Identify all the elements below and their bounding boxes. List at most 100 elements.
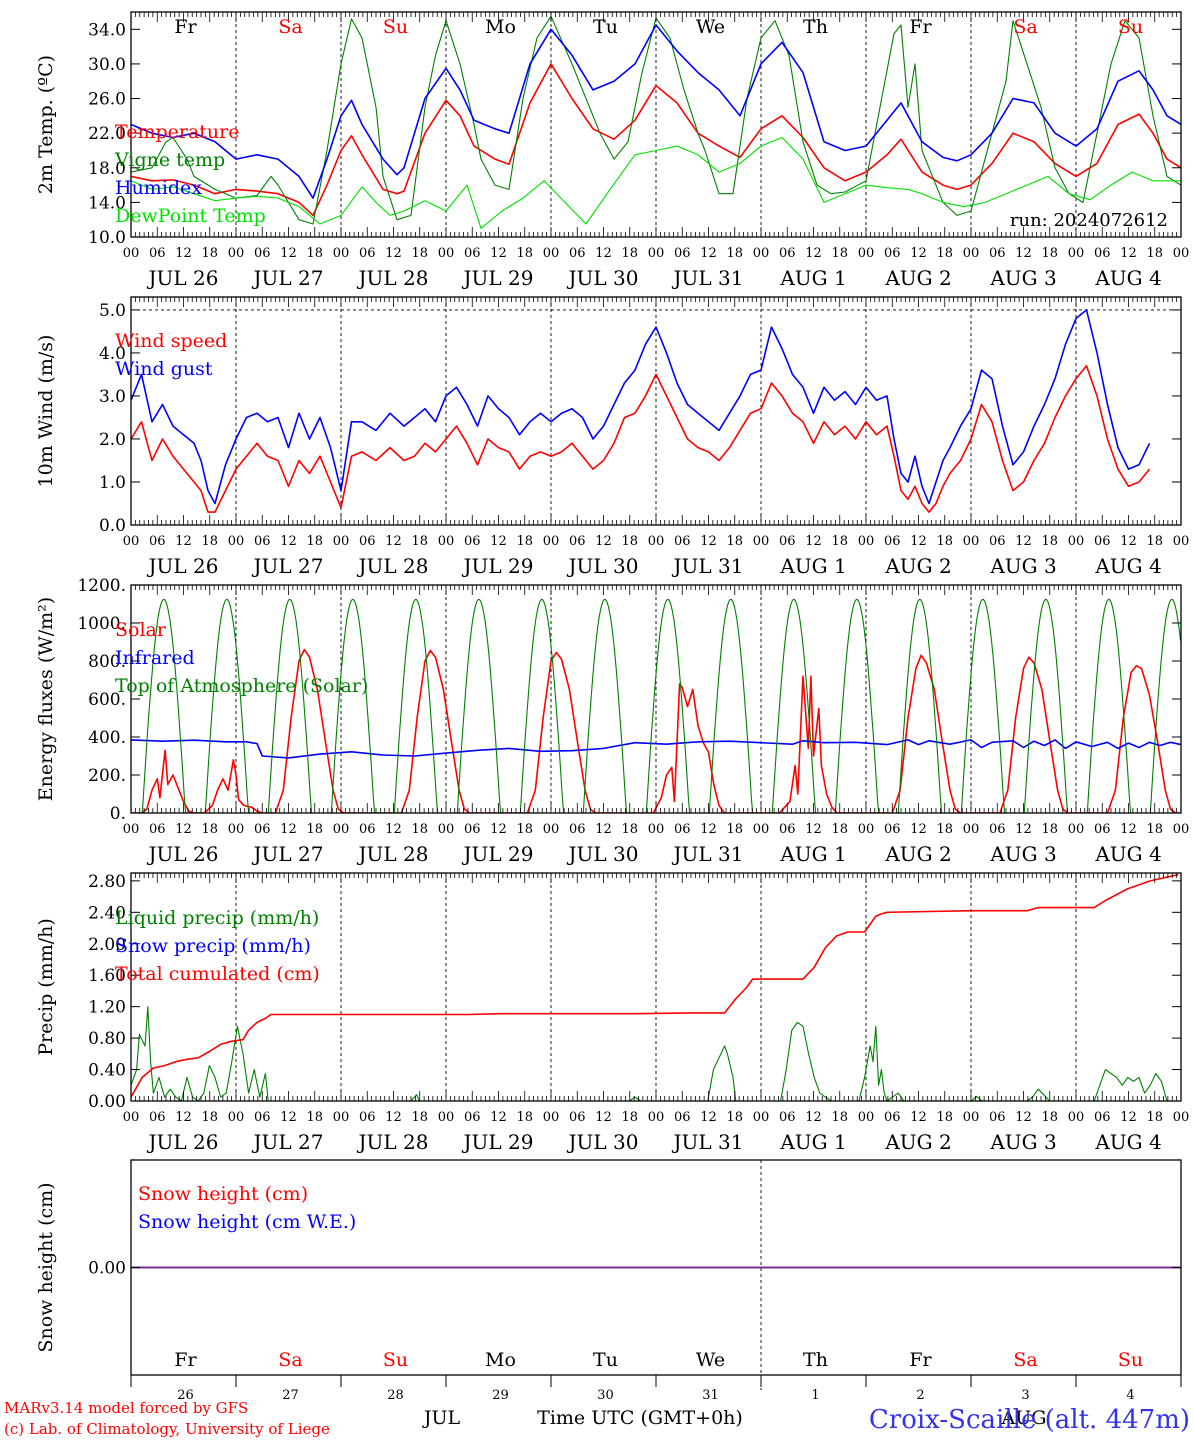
legend-snow-height-we: Snow height (cm W.E.) [138,1211,356,1233]
y-tick-label: 200. [88,766,126,786]
x-hour-label: 18 [201,822,218,837]
x-hour-label: 12 [385,534,402,549]
x-hour-label: 00 [858,534,875,549]
x-date-label: AUG 1 [779,266,846,290]
x-date-label: JUL 30 [567,266,639,290]
y-tick-label: 600. [88,690,126,710]
x-date-label: AUG 1 [779,554,846,578]
energy-axes: 0. 200. 400. 600. 800. 1000. 1200. 00 06 12 18 00 06… [77,576,1189,866]
x-hour-label: 12 [1015,1110,1032,1125]
snow-weekday-labels: Fr Sa Su Mo Tu We Th Fr Sa Su [174,1349,1143,1371]
weekday-label: Fr [174,1349,197,1371]
x-hour-label: 12 [175,246,192,261]
x-hour-label: 18 [831,534,848,549]
energy-series [131,598,1181,813]
weekday-label: Su [1118,1349,1143,1371]
x-hour-label: 12 [910,1110,927,1125]
x-hour-label: 18 [201,534,218,549]
x-hour-label: 18 [306,822,323,837]
wind-y-axis-label: 10m Wind (m/s) [35,335,57,488]
x-hour-label: 18 [1146,246,1163,261]
x-hour-label: 18 [621,1110,638,1125]
x-date-label: JUL 31 [672,842,744,866]
x-hour-label: 12 [1120,822,1137,837]
y-tick-label: 0. [110,804,126,824]
wind-series [131,309,1151,513]
x-hour-label: 06 [569,246,586,261]
y-tick-label: 5.0 [99,301,126,321]
x-hour-label: 12 [1015,534,1032,549]
y-tick-label: 0.80 [88,1029,126,1049]
x-date-label: AUG 2 [884,266,951,290]
x-hour-label: 00 [858,246,875,261]
x-hour-label: 18 [936,534,953,549]
temperature-y-axis-label: 2m Temp. (ºC) [35,55,57,194]
x-date-label: AUG 2 [884,842,951,866]
bottom-day-number: 30 [597,1388,614,1403]
y-tick-label: 0.00 [88,1092,126,1112]
y-tick-label: 800. [88,652,126,672]
y-tick-label: 0.40 [88,1061,126,1081]
x-hour-label: 06 [884,1110,901,1125]
bottom-day-number: 27 [282,1388,299,1403]
x-date-label: AUG 4 [1094,266,1161,290]
energy-y-axis-label: Energy fluxes (W/m²) [35,597,57,801]
x-hour-label: 00 [123,822,140,837]
x-date-label: JUL 27 [252,1130,324,1154]
y-tick-label: 4.0 [99,344,126,364]
x-hour-label: 18 [621,822,638,837]
weekday-label: We [696,1349,725,1371]
x-hour-label: 00 [543,246,560,261]
x-hour-label: 12 [175,534,192,549]
temperature-panel: 10.0 14.0 18.0 22.0 26.0 30.0 34.0 00 06 12 18 00 06… [35,11,1189,290]
x-hour-label: 00 [1068,1110,1085,1125]
weekday-label: Mo [485,16,516,38]
x-hour-label: 00 [228,822,245,837]
bottom-month-label: JUL [422,1407,461,1429]
x-hour-label: 12 [1120,246,1137,261]
x-hour-label: 00 [1068,246,1085,261]
x-hour-label: 00 [753,1110,770,1125]
x-hour-label: 12 [280,1110,297,1125]
weekday-label: Su [383,1349,408,1371]
y-tick-label: 14.0 [88,193,126,213]
x-hour-label: 06 [1094,1110,1111,1125]
x-hour-label: 00 [438,822,455,837]
x-hour-label: 18 [936,246,953,261]
wind-axes: 0.0 1.0 2.0 3.0 4.0 5.0 00 06 12 18 00 06 12 18 00 06 12… [99,296,1189,578]
x-hour-label: 00 [963,822,980,837]
x-hour-label: 00 [753,534,770,549]
x-hour-label: 00 [228,246,245,261]
x-hour-label: 06 [149,822,166,837]
x-hour-label: 00 [963,1110,980,1125]
x-hour-label: 00 [123,246,140,261]
x-hour-label: 06 [464,1110,481,1125]
x-hour-label: 18 [201,1110,218,1125]
x-hour-label: 12 [595,534,612,549]
bottom-month-label: AUG [1001,1407,1047,1429]
x-hour-label: 12 [700,534,717,549]
temperature-weekday-labels: Fr Sa Su Mo Tu We Th Fr Sa Su [174,16,1143,38]
x-hour-label: 00 [333,534,350,549]
weekday-label: We [696,16,725,38]
y-tick-label: 2.80 [88,872,126,892]
wind-gust-line [131,309,1151,505]
x-hour-label: 06 [464,246,481,261]
x-date-label: JUL 28 [357,842,429,866]
x-date-label: JUL 26 [147,554,219,578]
y-tick-label: 18.0 [88,159,126,179]
y-tick-label: 2.00 [88,935,126,955]
x-hour-label: 06 [1094,822,1111,837]
x-hour-label: 00 [438,246,455,261]
x-hour-label: 18 [936,822,953,837]
x-hour-label: 12 [385,1110,402,1125]
weekday-label: Sa [278,1349,302,1371]
wind-speed-line [131,365,1151,513]
x-hour-label: 12 [805,534,822,549]
x-hour-label: 06 [464,822,481,837]
weekday-label: Th [803,1349,828,1371]
x-hour-label: 12 [490,246,507,261]
x-hour-label: 06 [674,1110,691,1125]
x-hour-label: 06 [989,246,1006,261]
